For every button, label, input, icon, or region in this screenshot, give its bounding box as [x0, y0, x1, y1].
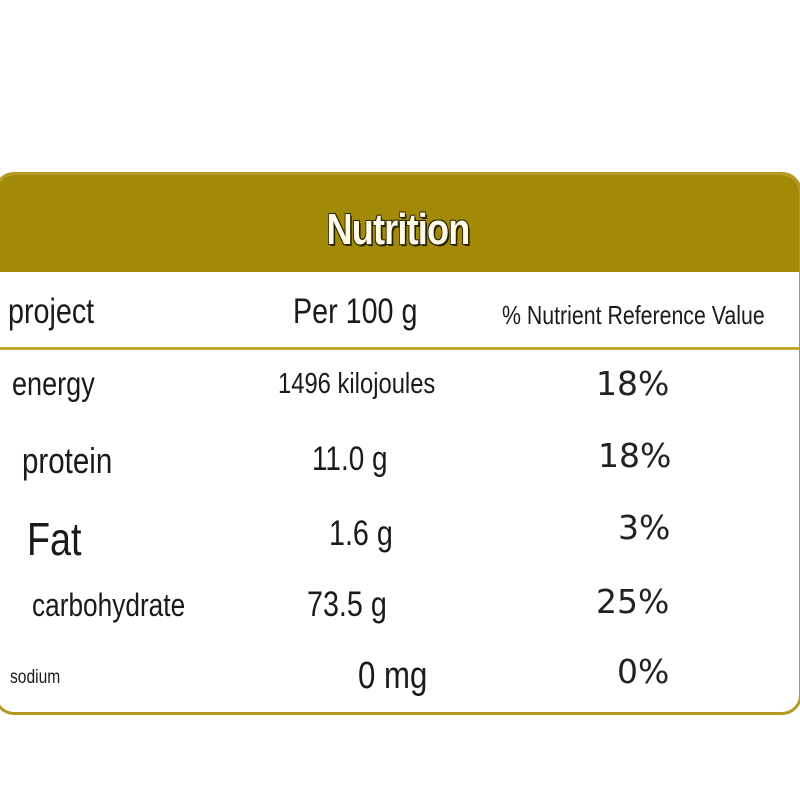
nutrition-header: Nutrition: [0, 175, 799, 272]
row-carbohydrate-amount: 73.5 g: [307, 585, 387, 624]
row-protein-name: protein: [22, 440, 113, 481]
row-fat-name: Fat: [27, 513, 82, 565]
row-protein-nrv: 18%: [598, 436, 672, 475]
row-carbohydrate-nrv: 25%: [596, 582, 670, 621]
row-carbohydrate-name: carbohydrate: [32, 587, 186, 623]
nutrition-title: Nutrition: [326, 205, 471, 254]
row-energy-amount: 1496 kilojoules: [278, 368, 436, 400]
nutrition-panel: Nutrition: [0, 172, 800, 715]
row-sodium-nrv: 0%: [617, 652, 670, 691]
row-fat-amount: 1.6 g: [329, 514, 393, 553]
row-sodium-name: sodium: [10, 667, 61, 688]
row-energy-name: energy: [12, 365, 95, 402]
row-protein-amount: 11.0 g: [312, 440, 388, 478]
row-fat-nrv: 3%: [618, 508, 671, 547]
header-divider: [0, 347, 799, 350]
column-header-nrv: % Nutrient Reference Value: [502, 300, 765, 330]
column-header-item: project: [8, 292, 95, 331]
column-header-per100: Per 100 g: [293, 292, 418, 331]
row-sodium-amount: 0 mg: [358, 655, 428, 697]
row-energy-nrv: 18%: [596, 364, 670, 403]
